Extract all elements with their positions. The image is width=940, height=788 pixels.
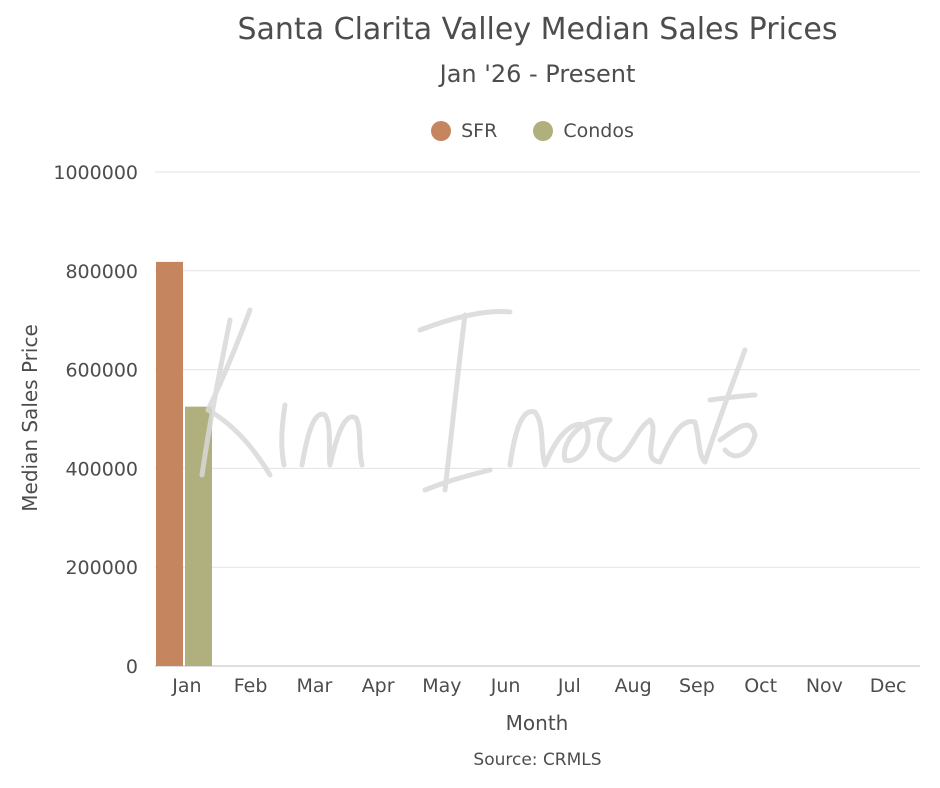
legend-swatch-sfr — [431, 121, 452, 141]
legend-label-condos: Condos — [563, 120, 634, 142]
x-axis-ticks: Jan Feb Mar Apr May Jun Jul Aug Sep Oct Nov Dec — [171, 675, 906, 697]
x-tick-label: Sep — [679, 675, 715, 697]
y-tick-label: 1000000 — [53, 162, 138, 184]
y-axis-ticks: 0 200000 400000 600000 800000 1000000 — [53, 162, 138, 678]
y-tick-label: 600000 — [65, 360, 138, 382]
x-tick-label: Nov — [806, 675, 843, 697]
x-tick-label: Oct — [744, 675, 777, 697]
legend-label-sfr: SFR — [461, 120, 498, 142]
y-tick-label: 0 — [126, 656, 138, 678]
y-tick-label: 800000 — [65, 261, 138, 283]
bar-condos-jan[interactable] — [185, 406, 212, 666]
y-tick-label: 200000 — [65, 557, 138, 579]
gridlines — [155, 171, 920, 667]
bar-sfr-jan[interactable] — [156, 261, 183, 666]
x-tick-label: Jan — [171, 675, 201, 697]
x-tick-label: Apr — [362, 675, 395, 697]
x-tick-label: Jul — [557, 675, 581, 697]
y-axis-label: Median Sales Price — [18, 324, 42, 511]
chart-title: Santa Clarita Valley Median Sales Prices — [237, 12, 838, 47]
x-tick-label: Mar — [296, 675, 332, 697]
legend-swatch-condos — [533, 121, 554, 141]
chart-legend: SFR Condos — [0, 120, 940, 142]
y-tick-label: 400000 — [65, 458, 138, 480]
bars — [156, 261, 212, 666]
x-axis-label: Month — [506, 711, 569, 735]
x-tick-label: Feb — [234, 675, 268, 697]
x-tick-label: May — [422, 675, 461, 697]
legend-item-condos[interactable]: Condos — [533, 120, 634, 142]
x-tick-label: Jun — [490, 675, 521, 697]
chart-subtitle: Jan '26 - Present — [439, 60, 636, 88]
legend-item-sfr[interactable]: SFR — [431, 120, 497, 142]
chart-source-note: Source: CRMLS — [473, 750, 602, 770]
x-tick-label: Aug — [615, 675, 652, 697]
x-tick-label: Dec — [870, 675, 907, 697]
